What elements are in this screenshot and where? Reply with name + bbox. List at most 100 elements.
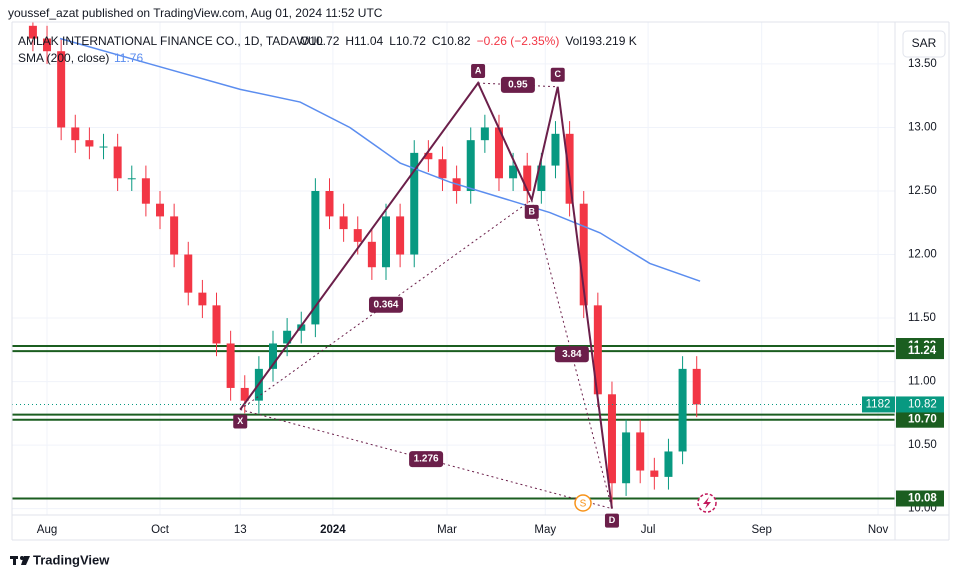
candle-body: [509, 165, 518, 179]
currency-button[interactable]: [902, 30, 946, 58]
event-marker: [574, 494, 592, 512]
ratio-line: [478, 82, 558, 88]
y-tick-label: 13.50: [908, 58, 937, 70]
candle-body: [551, 133, 560, 166]
grid: [12, 22, 895, 515]
y-tick-label: 10.50: [908, 439, 937, 451]
plot-area: [12, 22, 895, 510]
x-tick-label: 2024: [320, 524, 346, 536]
candle-body: [156, 203, 165, 217]
pattern-point-box: [604, 513, 619, 528]
countdown-tag: [862, 396, 895, 413]
candle-body: [184, 254, 193, 293]
sma-line: [59, 37, 701, 282]
level-tag: [896, 490, 944, 507]
candle-body: [269, 343, 278, 369]
candle-body: [57, 51, 66, 128]
candle-body: [607, 394, 616, 484]
candle-body: [113, 146, 122, 179]
footer-brand: TradingView: [33, 552, 110, 567]
candle-body: [622, 432, 631, 484]
ratio-line: [531, 199, 613, 509]
countdown-label: 1182: [866, 398, 891, 410]
y-tick-label: 11.50: [908, 312, 936, 324]
event-marker-label: S: [580, 499, 587, 510]
x-tick-label: Nov: [868, 524, 889, 536]
candle-body: [678, 368, 687, 452]
ratio-box: [368, 296, 403, 313]
x-tick-label: May: [534, 524, 556, 536]
axes: 10.0010.5011.0011.5012.0012.5013.0013.50…: [37, 58, 944, 536]
level-tag: [896, 411, 944, 428]
candle-body: [212, 305, 221, 344]
x-tick-label: Sep: [751, 524, 771, 536]
pattern-point-box: [550, 67, 565, 82]
level-label: 11.24: [908, 345, 937, 357]
candle-body: [198, 292, 207, 306]
currency[interactable]: SAR: [912, 36, 937, 50]
candle-body: [537, 165, 546, 191]
x-tick-label: Oct: [151, 524, 170, 536]
candle-body: [523, 165, 532, 191]
pattern-point-label: X: [237, 416, 243, 426]
pattern-point-label: D: [609, 515, 616, 525]
pattern-point-label: A: [475, 65, 482, 75]
candle-body: [636, 432, 645, 471]
y-tick-label: 12.50: [908, 185, 937, 197]
y-tick-label: 13.00: [908, 121, 937, 133]
y-tick-label: 11.00: [908, 376, 936, 388]
candle-body: [43, 38, 52, 52]
ratio-box: [409, 451, 444, 468]
x-tick-label: Mar: [437, 524, 457, 536]
symbol: AMLAK INTERNATIONAL FINANCE CO., 1D, TAD…: [18, 34, 323, 48]
candle-body: [353, 229, 362, 242]
candle-body: [311, 190, 320, 325]
candle-body: [297, 324, 306, 331]
candle-body: [480, 127, 489, 141]
last-price-label: 10.82: [908, 398, 937, 410]
candle-body: [692, 368, 701, 405]
ohlc-legend: O10.72 H11.04 L10.72 C10.82 −0.26 (−2.35%) Vo…: [300, 34, 637, 48]
y-tick-label: 12.00: [908, 249, 937, 261]
candle-body: [396, 216, 405, 255]
candle-body: [71, 127, 80, 141]
candle-body: [240, 387, 249, 401]
tv-logo: [10, 556, 30, 565]
sma-label: SMA (200, close): [18, 51, 109, 65]
ohlc-value: O10.72: [300, 34, 340, 48]
candle-body: [127, 178, 136, 180]
pattern-point-label: B: [528, 206, 535, 216]
candle-body: [85, 140, 94, 147]
ratio-label: 1.276: [414, 454, 439, 465]
ratio-label: 0.95: [508, 80, 528, 91]
candle-body: [438, 159, 447, 179]
x-tick-label: Jul: [641, 524, 656, 536]
ratio-box: [500, 76, 535, 93]
candle-body: [170, 216, 179, 255]
ohlc-value: C10.82: [432, 34, 471, 48]
pattern-point-box: [524, 204, 539, 219]
ratio-line: [240, 409, 613, 510]
candle-body: [650, 470, 659, 477]
candle-body: [325, 190, 334, 217]
ratio-label: 3.84: [562, 349, 582, 360]
ohlc-value: −0.26 (−2.35%): [477, 34, 560, 48]
candle-body: [226, 343, 235, 388]
x-tick-label: 13: [234, 524, 247, 536]
candle-body: [99, 146, 108, 148]
pattern-point-box: [233, 414, 248, 429]
ohlc-value: H11.04: [345, 34, 383, 48]
candle-body: [466, 140, 475, 191]
ohlc-value: Vol193.219 K: [565, 34, 636, 48]
ratio-box: [554, 346, 589, 363]
candle-body: [141, 178, 150, 204]
level-label: 10.08: [908, 493, 937, 505]
level-tag: [896, 343, 944, 360]
pattern-point-label: C: [554, 69, 561, 79]
candle-body: [283, 330, 292, 344]
candle-body: [494, 127, 503, 179]
candle-body: [593, 305, 602, 395]
pattern-point-box: [471, 63, 486, 78]
